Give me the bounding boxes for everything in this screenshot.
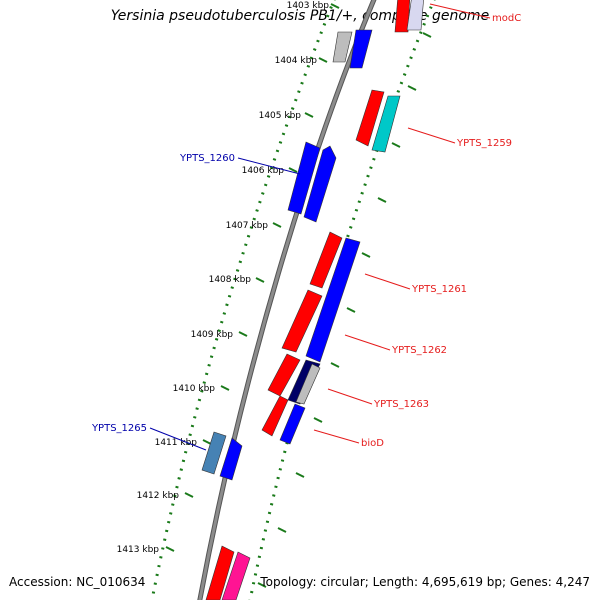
- gene-label: bioD: [361, 438, 384, 449]
- gene-block-gray: [332, 31, 353, 63]
- outer-tick-mark: [313, 417, 323, 423]
- tick-mark: [202, 439, 212, 445]
- outer-ring-dots: [248, 0, 436, 600]
- tick-label: 1403 kbp: [287, 1, 330, 11]
- outer-tick-mark: [257, 582, 267, 588]
- gene-block-blue-long: [305, 237, 361, 363]
- gene-block-YPTS_1261: [309, 231, 343, 289]
- backbone-line: [198, 0, 376, 600]
- gene-leader-line: [407, 127, 456, 144]
- gene-leader-line: [364, 273, 411, 290]
- tick-mark: [272, 222, 282, 228]
- gene-leader-line: [149, 427, 207, 451]
- tick-label: 1406 kbp: [242, 166, 285, 176]
- gene-label: YPTS_1261: [411, 284, 467, 295]
- inner-ring-dots: [150, 0, 336, 600]
- gene-label: YPTS_1265: [91, 423, 147, 434]
- gene-block-blue-bioD: [279, 403, 306, 445]
- tick-mark: [330, 3, 340, 9]
- tick-mark: [288, 167, 298, 173]
- gene-leader-line: [327, 388, 373, 405]
- gene-label: YPTS_1259: [456, 138, 512, 149]
- gene-label: YPTS_1260: [179, 153, 235, 164]
- outer-tick-mark: [277, 527, 287, 533]
- gene-block-YPTS_1265-a: [201, 431, 227, 475]
- outer-tick-mark: [346, 307, 356, 313]
- tick-label: 1412 kbp: [137, 491, 180, 501]
- tick-mark: [304, 112, 314, 118]
- outer-tick-mark: [391, 142, 401, 148]
- gene-block-bioD: [261, 395, 289, 437]
- tick-label: 1405 kbp: [259, 111, 302, 121]
- tick-label: 1411 kbp: [155, 438, 198, 448]
- outer-tick-mark: [361, 252, 371, 258]
- gene-leader-line: [237, 157, 301, 175]
- outer-tick-mark: [295, 472, 305, 478]
- tick-label: 1408 kbp: [209, 275, 252, 285]
- tick-label: 1409 kbp: [191, 330, 234, 340]
- gene-block-YPTS_1260-a: [287, 141, 321, 215]
- outer-tick-mark: [330, 362, 340, 368]
- tick-mark: [220, 385, 230, 391]
- gene-block-gray-mid: [295, 363, 321, 405]
- gene-label: modC: [492, 13, 521, 24]
- tick-mark: [318, 57, 328, 63]
- tick-label: 1410 kbp: [173, 384, 216, 394]
- outer-tick-mark: [407, 85, 417, 91]
- tick-mark: [255, 277, 265, 283]
- gene-block-pink-bottom: [221, 551, 251, 600]
- topology-summary: Topology: circular; Length: 4,695,619 bp…: [260, 575, 590, 589]
- tick-label: 1413 kbp: [117, 545, 160, 555]
- gene-block-blue-top: [349, 29, 373, 69]
- tick-mark: [165, 546, 175, 552]
- genome-title: Yersinia pseudotuberculosis PB1/+, compl…: [110, 8, 490, 24]
- tick-label: 1407 kbp: [226, 221, 269, 231]
- gene-block-gray-top: [406, 0, 424, 31]
- backbone-shadow: [197, 0, 377, 600]
- gene-leader-line: [313, 429, 360, 444]
- gene-block-modC: [394, 0, 411, 33]
- gene-block-cyan: [371, 95, 401, 153]
- tick-mark: [238, 331, 248, 337]
- gene-block-YPTS_1260-b: [303, 145, 337, 223]
- gene-label: YPTS_1262: [391, 345, 447, 356]
- gene-leader-line: [429, 3, 491, 19]
- gene-block-YPTS_1262: [281, 289, 323, 353]
- accession-text: Accession: NC_010634: [9, 575, 146, 589]
- outer-tick-mark: [377, 197, 387, 203]
- tick-label: 1404 kbp: [275, 56, 318, 66]
- outer-tick-mark: [422, 32, 432, 38]
- tick-mark: [184, 492, 194, 498]
- gene-block-red-bottom: [205, 545, 235, 600]
- gene-block-YPTS_1265-b: [219, 437, 243, 481]
- gene-block-YPTS_1259: [355, 89, 385, 147]
- gene-label: YPTS_1263: [373, 399, 429, 410]
- gene-leader-line: [344, 334, 391, 351]
